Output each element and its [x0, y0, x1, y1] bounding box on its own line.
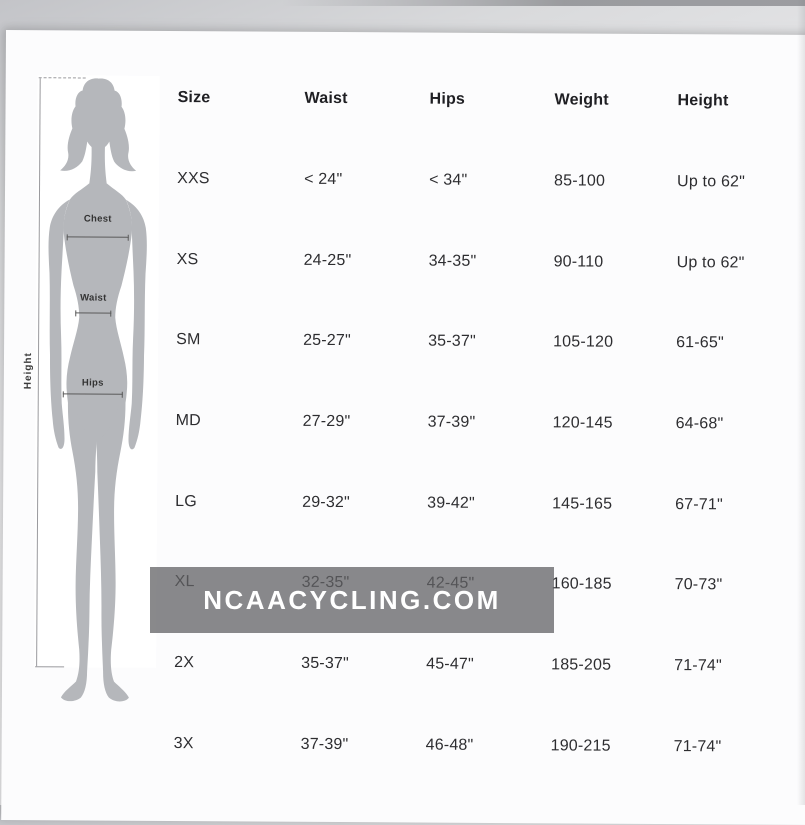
- table-cell: 45-47": [426, 655, 474, 674]
- table-cell: Up to 62": [676, 253, 745, 272]
- table-cell: LG: [175, 492, 197, 510]
- table-header-cell: Height: [677, 92, 729, 110]
- table-cell: Up to 62": [677, 173, 746, 191]
- table-cell: 185-205: [551, 656, 612, 674]
- background-top-shadow: [0, 0, 805, 6]
- table-cell: 2X: [174, 654, 195, 672]
- table-header-cell: Weight: [554, 91, 609, 110]
- table-cell: 29-32": [302, 493, 350, 511]
- table-cell: 71-74": [674, 657, 722, 675]
- table-cell: 90-110: [553, 253, 604, 271]
- table-cell: 46-48": [425, 736, 474, 754]
- table-cell: 105-120: [553, 333, 614, 352]
- table-cell: 160-185: [551, 575, 612, 594]
- table-header-cell: Hips: [429, 90, 466, 109]
- female-figure-silhouette: [48, 78, 147, 702]
- table-cell: 37-39": [427, 413, 476, 431]
- table-cell: 145-165: [552, 495, 613, 513]
- table-cell: 70-73": [674, 576, 723, 594]
- size-chart-card: Height Chest Waist Hips Size Waist Hips …: [1, 30, 805, 825]
- table-cell: 37-39": [300, 735, 349, 753]
- table-cell: 120-145: [552, 414, 613, 432]
- table-header-cell: Waist: [304, 90, 348, 108]
- chest-measure-label: Chest: [83, 213, 112, 225]
- table-cell: XS: [176, 250, 199, 268]
- table-cell: 25-27": [303, 332, 351, 350]
- table-cell: < 34": [429, 171, 468, 189]
- size-table: Size Waist Hips Weight Height XXS < 24" …: [173, 58, 805, 788]
- table-cell: 64-68": [675, 415, 724, 433]
- table-cell: 3X: [173, 734, 194, 753]
- height-measure-label: Height: [22, 352, 35, 390]
- table-cell: SM: [176, 331, 201, 349]
- table-cell: 67-71": [675, 495, 723, 514]
- hips-measure-label: Hips: [81, 377, 104, 389]
- table-cell: 35-37": [428, 332, 476, 351]
- table-cell: 71-74": [673, 737, 722, 756]
- watermark-text: NCAACYCLING.COM: [203, 584, 501, 615]
- table-cell: 24-25": [303, 251, 352, 269]
- table-cell: XXS: [177, 170, 210, 188]
- measurement-diagram: [34, 75, 160, 702]
- waist-measure-label: Waist: [80, 292, 107, 304]
- table-header-cell: Size: [177, 89, 211, 107]
- table-cell: 85-100: [554, 172, 606, 190]
- table-cell: 27-29": [302, 412, 351, 431]
- waist-measure-line: [75, 312, 112, 314]
- table-cell: 35-37": [301, 654, 349, 673]
- watermark-banner: NCAACYCLING.COM: [150, 567, 554, 633]
- table-cell: < 24": [304, 170, 343, 189]
- table-cell: 39-42": [427, 494, 475, 512]
- table-cell: 61-65": [676, 334, 724, 352]
- table-cell: 34-35": [428, 252, 477, 270]
- table-cell: MD: [175, 412, 201, 430]
- table-cell: 190-215: [550, 737, 611, 755]
- height-measure-bottom-tick: [35, 666, 65, 668]
